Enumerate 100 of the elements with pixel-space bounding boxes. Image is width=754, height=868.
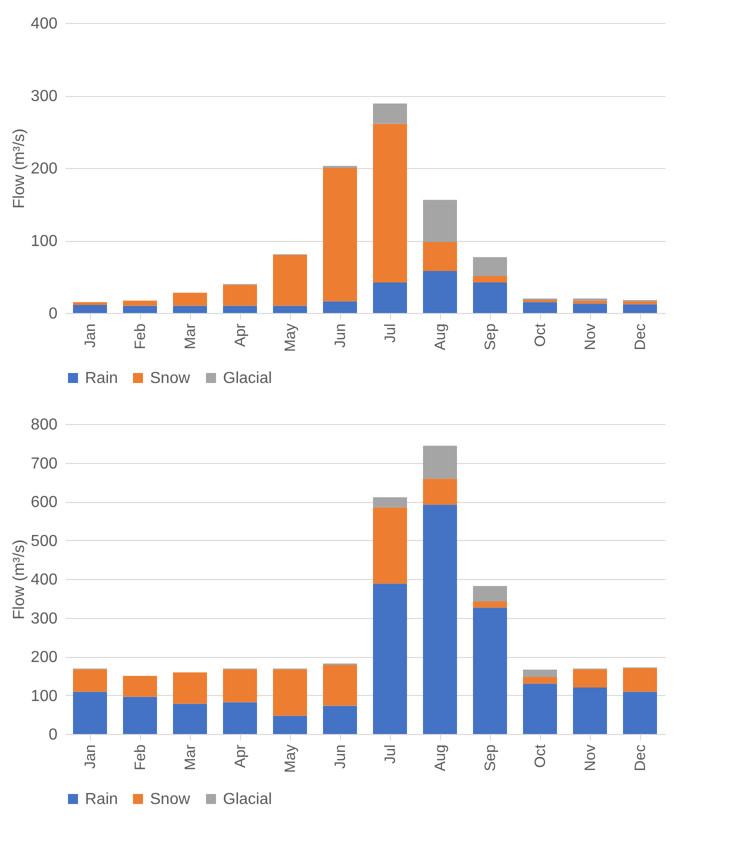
x-tick-label: Jun [332,324,349,348]
legend-label: Snow [150,370,190,387]
bar [123,696,157,734]
bar [473,608,507,734]
bar [523,677,557,684]
x-tick-label: Jul [382,324,399,343]
x-tick-label: May [282,744,299,773]
bar [423,504,457,734]
y-tick-label: 500 [30,532,58,550]
bar [223,306,257,313]
bar [373,497,407,508]
y-tick-label: 600 [30,494,58,511]
x-tick-label: Oct [532,744,549,768]
y-tick-label: 100 [30,233,58,250]
bar [423,200,457,242]
bar [373,584,407,734]
bar [623,692,657,734]
bar [73,692,107,734]
bar [73,302,107,306]
bar [173,306,207,313]
bar [573,669,607,688]
bar [523,684,557,734]
bar [423,478,457,505]
bar [273,716,307,734]
x-tick-label: Feb [132,324,149,350]
legend-label: Glacial [223,791,272,808]
bar [423,270,457,313]
legend-label: Snow [150,791,190,808]
bar [123,676,157,697]
y-tick-label: 700 [30,455,58,472]
x-tick-label: Jan [82,324,99,348]
y-axis-title: Flow (m³/s) [10,128,28,208]
y-tick-label: 300 [30,610,58,628]
bar [473,282,507,313]
x-tick-label: Dec [632,323,649,350]
y-tick-label: 400 [30,16,58,32]
bar [573,300,607,304]
bar [273,306,307,313]
bar [523,300,557,302]
bar [473,276,507,283]
bar [473,601,507,608]
x-tick-label: Mar [182,324,199,350]
x-tick-label: Sep [482,324,499,350]
y-tick-label: 300 [30,88,58,105]
x-tick-label: Nov [582,744,599,772]
bar [623,304,657,313]
legend-label: Glacial [223,370,272,387]
bar [473,586,507,602]
x-tick-label: Sep [482,744,499,772]
bar [523,670,557,678]
bar [323,665,357,706]
bar [73,669,107,692]
y-axis-title: Flow (m³/s) [10,540,28,620]
x-tick-label: Mar [182,744,199,770]
legend-label: Rain [85,791,118,808]
x-tick-label: Feb [132,744,149,770]
x-tick-label: Apr [232,744,249,768]
bar [373,103,407,124]
bar [123,300,157,306]
bar [323,301,357,313]
x-tick-label: Jun [332,744,349,769]
x-tick-label: Aug [432,744,449,772]
x-tick-label: Jan [82,744,99,769]
bar [373,124,407,283]
y-tick-label: 200 [30,649,58,666]
bar [623,668,657,692]
x-tick-label: Dec [632,744,649,772]
y-tick-label: 200 [30,160,58,178]
bar [373,282,407,313]
bar [473,257,507,276]
legend-label: Rain [85,370,118,387]
bar [273,255,307,306]
bar [373,507,407,584]
bar [173,292,207,306]
y-tick-label: 400 [30,572,58,588]
bar [223,284,257,306]
y-tick-label: 0 [48,726,58,744]
bar [323,706,357,734]
bar [423,242,457,271]
bar [223,702,257,734]
x-tick-label: Apr [232,323,249,347]
y-tick-label: 0 [48,306,58,322]
y-tick-label: 100 [30,688,58,705]
bar [123,306,157,313]
bar [223,669,257,702]
bar [573,688,607,734]
x-tick-label: Jul [382,744,399,764]
bar [573,304,607,313]
bar [173,704,207,734]
x-tick-label: Aug [432,324,449,350]
bar [623,301,657,304]
x-tick-label: Nov [582,323,599,350]
y-tick-label: 800 [30,416,58,434]
bar [523,302,557,313]
bar [73,305,107,313]
x-tick-label: May [282,323,299,352]
bar [423,446,457,479]
x-tick-label: Oct [532,322,549,347]
bar [273,669,307,716]
bar [173,672,207,704]
